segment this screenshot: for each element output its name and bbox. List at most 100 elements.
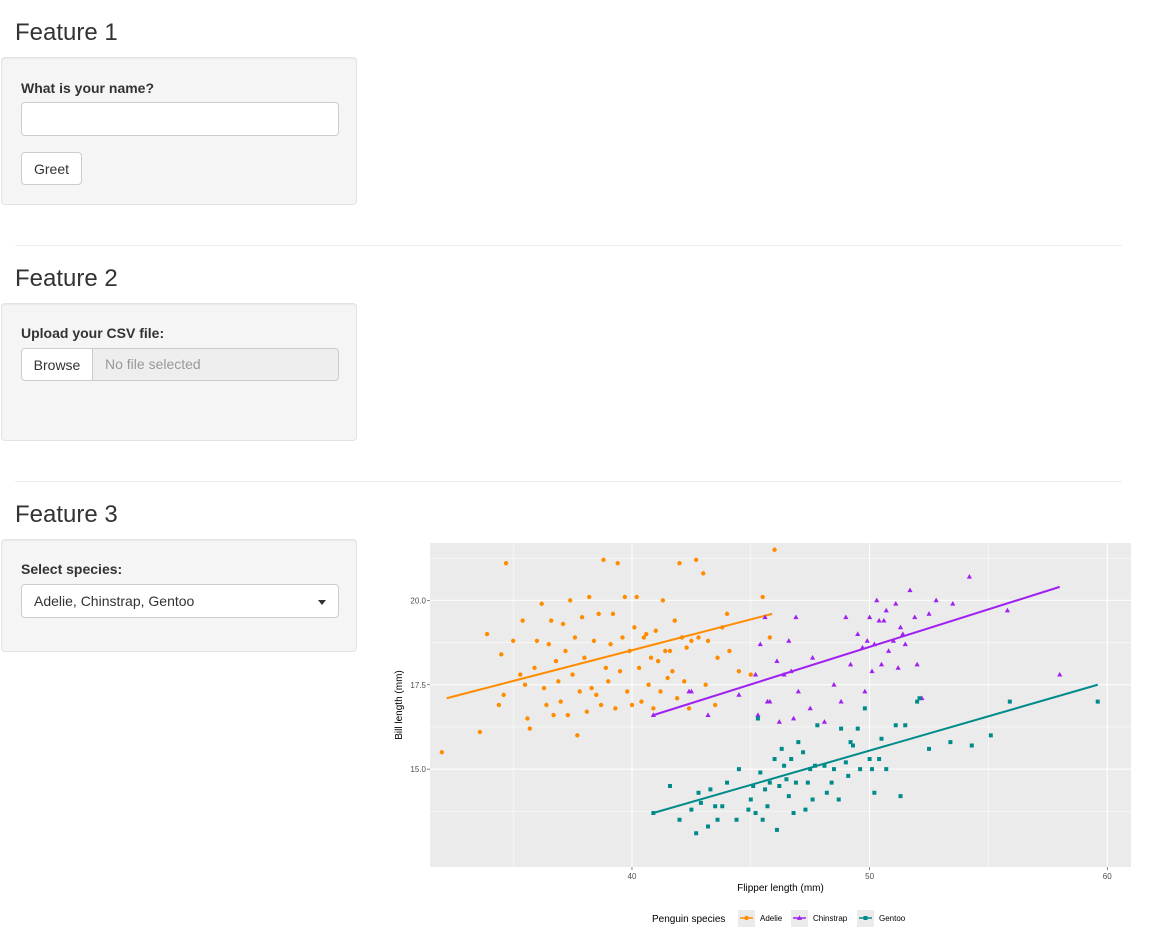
chinstrap-point <box>864 638 870 643</box>
gentoo-point <box>751 784 756 788</box>
adelie-point <box>648 655 654 660</box>
chinstrap-point <box>907 587 913 593</box>
chinstrap-point <box>897 624 904 630</box>
gentoo-point <box>782 763 787 768</box>
chinstrap-point <box>890 638 896 643</box>
gentoo-point <box>927 746 932 751</box>
gentoo-point <box>836 797 841 802</box>
name-input[interactable] <box>21 102 339 136</box>
adelie-point <box>715 655 720 660</box>
chinstrap-point <box>776 719 782 724</box>
chinstrap-point <box>774 658 780 664</box>
adelie-point <box>651 706 656 711</box>
gentoo-point <box>843 760 848 765</box>
chinstrap-point <box>886 648 892 653</box>
greet-button[interactable]: Greet <box>21 152 82 185</box>
file-name-field[interactable]: No file selected <box>93 348 339 381</box>
adelie-trend-line <box>446 612 773 700</box>
feature-3-heading: Feature 3 <box>15 501 118 528</box>
adelie-point <box>663 648 668 654</box>
chinstrap-point <box>650 712 656 718</box>
chinstrap-point <box>755 712 761 718</box>
feature-3-panel: Select species: Adelie, Chinstrap, Gento… <box>1 539 357 652</box>
gentoo-point <box>869 767 874 772</box>
gentoo-point <box>903 723 908 728</box>
gentoo-point <box>948 740 953 745</box>
adelie-point <box>560 621 566 627</box>
gentoo-point <box>850 743 855 748</box>
adelie-point <box>577 689 582 694</box>
gentoo-point <box>801 750 806 755</box>
adelie-point <box>682 679 687 684</box>
browse-button[interactable]: Browse <box>21 348 93 381</box>
adelie-point <box>689 638 694 644</box>
gentoo-point <box>846 773 851 778</box>
species-select[interactable]: Adelie, Chinstrap, Gentoo <box>21 584 339 618</box>
divider <box>15 245 1122 246</box>
legend-label-chinstrap: Chinstrap <box>813 914 848 923</box>
adelie-point <box>705 638 711 644</box>
adelie-point <box>589 685 594 691</box>
gentoo-point <box>694 831 699 836</box>
adelie-point <box>660 598 666 603</box>
gentoo-point <box>698 800 703 805</box>
adelie-point <box>579 615 585 620</box>
chinstrap-point <box>688 688 694 694</box>
adelie-point <box>439 750 445 755</box>
species-label: Select species: <box>21 561 123 577</box>
adelie-point <box>665 675 670 681</box>
gentoo-point <box>988 733 993 738</box>
chinstrap-point <box>757 641 763 647</box>
adelie-point <box>510 638 516 644</box>
adelie-point <box>674 696 680 701</box>
gentoo-point <box>855 726 860 731</box>
adelie-point <box>703 682 708 687</box>
x-tick-label: 60 <box>1103 872 1112 881</box>
chinstrap-point <box>867 614 873 620</box>
chinstrap-point <box>807 705 813 711</box>
adelie-point <box>582 655 587 660</box>
gentoo-point <box>812 763 817 768</box>
adelie-point <box>632 625 637 630</box>
adelie-point <box>501 692 506 698</box>
gentoo-point <box>1095 699 1100 704</box>
adelie-point <box>584 709 590 714</box>
gentoo-point <box>815 723 820 728</box>
chinstrap-point <box>881 617 887 623</box>
gentoo-point <box>808 767 813 772</box>
gentoo-point <box>779 746 784 751</box>
legend-label-adelie: Adelie <box>760 914 783 923</box>
adelie-point <box>548 618 554 623</box>
adelie-point <box>556 679 561 684</box>
gentoo-point <box>746 807 751 812</box>
adelie-point <box>629 702 635 708</box>
feature-2-heading: Feature 2 <box>15 265 118 292</box>
adelie-point <box>658 689 663 694</box>
adelie-point <box>541 685 547 691</box>
adelie-point <box>720 625 725 630</box>
chinstrap-point <box>855 631 861 637</box>
gentoo-point <box>753 811 758 815</box>
gentoo-point <box>755 716 760 721</box>
chinstrap-point <box>874 597 880 603</box>
x-axis-label: Flipper length (mm) <box>737 883 824 894</box>
gentoo-point <box>784 777 789 782</box>
chinstrap-point <box>912 614 918 620</box>
adelie-point <box>539 601 544 606</box>
adelie-point <box>522 682 528 687</box>
adelie-point <box>686 706 692 711</box>
adelie-point <box>667 648 673 654</box>
caret-down-icon <box>318 600 326 605</box>
adelie-point <box>596 611 601 617</box>
penguin-scatter-plot: 40 50 60 15.0 17.5 20.0 Flipper length (mm) B… <box>394 543 1131 927</box>
adelie-point <box>532 665 537 671</box>
chinstrap-point <box>793 614 799 620</box>
gentoo-point <box>805 780 810 785</box>
chinstrap-point <box>1057 671 1063 677</box>
chinstrap-point <box>926 611 932 616</box>
gentoo-point <box>777 784 782 788</box>
gentoo-point <box>708 787 713 792</box>
chinstrap-point <box>871 641 877 647</box>
gentoo-point <box>810 797 815 802</box>
adelie-point <box>477 729 483 735</box>
